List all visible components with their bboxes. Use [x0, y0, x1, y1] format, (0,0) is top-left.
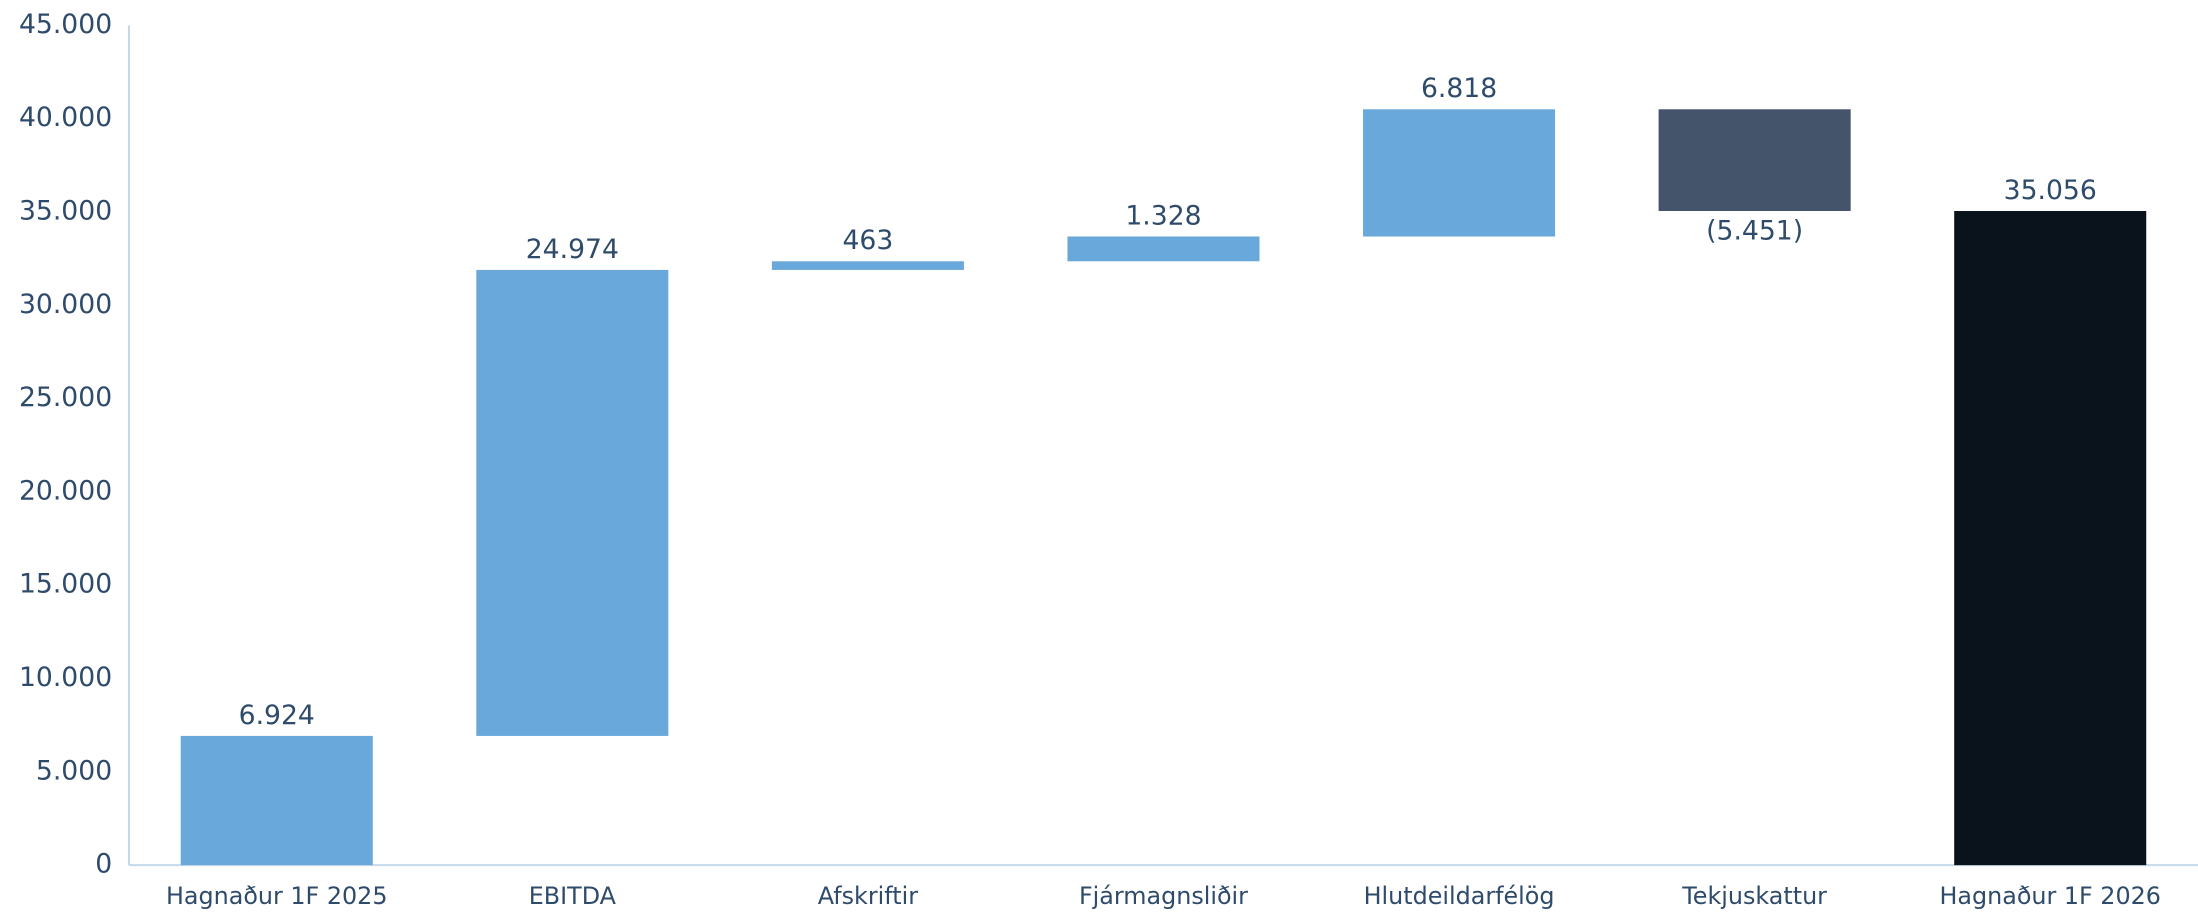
data-label: 6.818	[1421, 73, 1497, 104]
data-label: 35.056	[2004, 175, 2097, 206]
y-tick-label: 45.000	[19, 9, 112, 40]
data-label: 463	[842, 225, 893, 256]
y-tick-label: 10.000	[19, 662, 112, 693]
x-tick-label: EBITDA	[529, 882, 617, 910]
y-tick-label: 15.000	[19, 569, 112, 600]
data-label: 6.924	[239, 700, 315, 731]
y-tick-label: 30.000	[19, 289, 112, 320]
bar	[1954, 210, 2147, 866]
y-tick-label: 0	[95, 849, 112, 880]
x-tick-label: Tekjuskattur	[1681, 882, 1827, 910]
data-label: 24.974	[526, 234, 619, 265]
x-tick-label: Hagnaður 1F 2025	[166, 882, 387, 910]
bar	[1067, 236, 1260, 262]
x-tick-label: Fjármagnsliðir	[1079, 882, 1248, 910]
x-tick-label: Hlutdeildarfélög	[1364, 882, 1555, 910]
y-tick-label: 35.000	[19, 196, 112, 227]
x-tick-label: Hagnaður 1F 2026	[1939, 882, 2160, 910]
bar	[180, 735, 373, 866]
data-label: 1.328	[1125, 200, 1201, 231]
bar	[1658, 109, 1851, 211]
y-tick-label: 20.000	[19, 475, 112, 506]
data-label: (5.451)	[1706, 216, 1803, 247]
bar	[1363, 109, 1556, 237]
x-tick-label: Afskriftir	[818, 882, 918, 910]
bar	[476, 269, 669, 736]
y-tick-label: 40.000	[19, 102, 112, 133]
y-tick-label: 25.000	[19, 382, 112, 413]
bar	[771, 261, 964, 270]
y-tick-label: 5.000	[36, 755, 112, 786]
